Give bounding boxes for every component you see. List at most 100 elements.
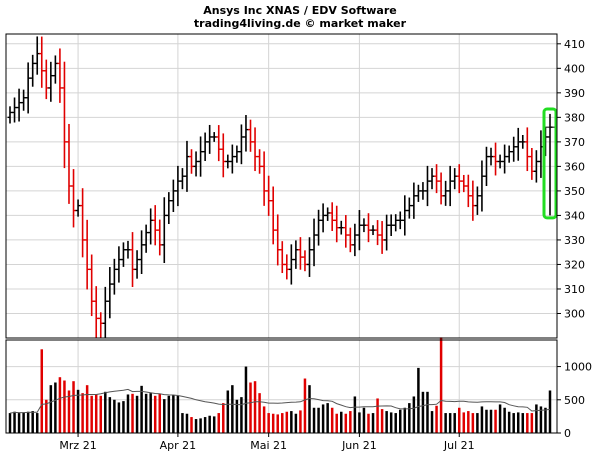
volume-bar [81, 393, 84, 433]
ohlc-bar [107, 267, 113, 319]
ohlc-bar [248, 119, 253, 152]
volume-bar [444, 413, 447, 433]
ohlc-bar [220, 133, 226, 178]
ohlc-bar [243, 115, 249, 152]
ohlc-bar [379, 221, 385, 254]
volume-bar [430, 411, 434, 433]
price-bars [7, 36, 558, 338]
price-tick-label: 400 [564, 62, 585, 75]
ohlc-bar [30, 54, 36, 87]
ohlc-bar [48, 61, 54, 102]
volume-bar [467, 411, 470, 433]
price-tick-label: 350 [564, 185, 585, 198]
volume-bar [231, 385, 234, 433]
ohlc-bar [211, 132, 217, 142]
volume-bar [330, 407, 334, 433]
volume-tick-label: 0 [564, 427, 571, 440]
ohlc-bar [202, 132, 208, 161]
volume-bar [271, 413, 275, 433]
volume-bar [90, 395, 93, 433]
volume-bar [439, 337, 443, 433]
ohlc-bar [66, 123, 72, 204]
ohlc-bar [7, 106, 13, 124]
ohlc-bar [266, 175, 272, 216]
volume-bar [335, 413, 338, 433]
ohlc-bar [511, 136, 517, 162]
volume-bar [13, 411, 16, 433]
ohlc-bar [547, 113, 553, 216]
volume-bar [299, 410, 302, 433]
ohlc-bar [334, 205, 340, 243]
ohlc-bar [397, 211, 403, 230]
volume-bar [258, 393, 261, 433]
volume-bar [244, 366, 248, 433]
ohlc-bar [157, 219, 163, 256]
ohlc-bar [493, 142, 499, 176]
volume-bar [285, 411, 289, 433]
volume-panel-frame [5, 339, 558, 434]
volume-bar [403, 407, 407, 433]
volume-tick-label: 500 [564, 394, 585, 407]
ohlc-bar [325, 207, 331, 221]
volume-bar [235, 399, 239, 433]
volume-bar [485, 409, 488, 433]
volume-bar [167, 395, 171, 433]
ohlc-bar [238, 124, 244, 165]
ohlc-bar [89, 254, 95, 317]
volume-bar [8, 413, 12, 433]
volume-bar [31, 411, 34, 433]
ohlc-bar [393, 214, 399, 232]
ohlc-bar [434, 164, 440, 194]
ohlc-bar [438, 172, 444, 205]
volume-bar [45, 399, 48, 433]
volume-bar [349, 411, 352, 433]
volume-bar [122, 401, 125, 433]
volume-bar [104, 391, 107, 433]
ohlc-bar [148, 208, 154, 245]
volume-bar [526, 413, 529, 433]
volume-bar [544, 407, 547, 433]
ohlc-bar [370, 225, 376, 236]
volume-bar [49, 385, 53, 433]
ohlc-bar [75, 199, 81, 217]
ohlc-bar [71, 169, 77, 228]
volume-bar [480, 406, 484, 433]
volume-bar [317, 407, 320, 433]
ohlc-bar [461, 174, 467, 193]
volume-bar [512, 413, 515, 433]
volume-bar [190, 417, 193, 433]
volume-moving-average [9, 388, 551, 414]
month-label: Mai 21 [250, 439, 287, 452]
volume-bar [135, 395, 139, 433]
volume-bar [476, 413, 479, 433]
ohlc-bar [252, 127, 258, 172]
price-tick-label: 320 [564, 258, 585, 271]
volume-bar [185, 413, 189, 433]
volume-bar [489, 409, 493, 433]
ohlc-bar [365, 213, 371, 243]
price-tick-label: 390 [564, 87, 585, 100]
ohlc-bar [515, 127, 521, 161]
ohlc-bar [529, 148, 535, 180]
ohlc-bar [447, 165, 453, 207]
ohlc-bar [102, 286, 108, 338]
volume-bar [462, 412, 466, 433]
volume-bar [521, 413, 525, 433]
volume-bar [253, 381, 257, 433]
volume-bar [26, 411, 30, 433]
volume-bar [172, 395, 175, 433]
volume-bar [113, 399, 116, 433]
ohlc-bar [257, 149, 263, 174]
ohlc-bar [198, 136, 204, 177]
chart-subtitle: trading4living.de © market maker [194, 17, 407, 30]
volume-bar [535, 404, 538, 433]
price-tick-label: 340 [564, 209, 585, 222]
price-tick-label: 410 [564, 38, 585, 51]
volume-bar [199, 418, 202, 433]
volume-bar [99, 395, 103, 433]
grid-lines [6, 34, 557, 433]
ohlc-bar [424, 165, 430, 207]
ohlc-bar [384, 214, 390, 251]
volume-bar [217, 413, 220, 433]
